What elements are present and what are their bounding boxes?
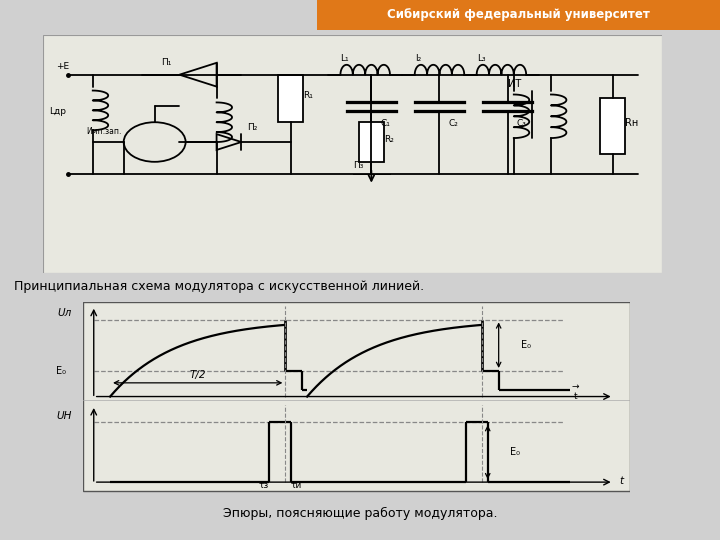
Text: Имп.зап.: Имп.зап.	[86, 127, 122, 136]
Text: R₂: R₂	[384, 135, 394, 144]
Text: τз: τз	[258, 481, 269, 490]
Text: П₁: П₁	[161, 58, 171, 67]
Bar	[279, 75, 303, 122]
Text: C₁: C₁	[381, 119, 390, 128]
Text: E₀: E₀	[521, 340, 531, 350]
Text: ИТ: ИТ	[508, 79, 521, 89]
Text: E₀: E₀	[56, 366, 66, 376]
Text: L₃: L₃	[477, 54, 485, 63]
Text: Принципиальная схема модулятора с искусственной линией.: Принципиальная схема модулятора с искусс…	[14, 280, 425, 293]
Text: +Е: +Е	[55, 62, 68, 71]
Text: E₀: E₀	[510, 447, 520, 457]
Text: T/2: T/2	[189, 370, 206, 380]
Text: П₃: П₃	[353, 161, 363, 170]
Text: R₁: R₁	[303, 91, 313, 100]
Text: Lдр: Lдр	[50, 107, 66, 116]
Text: →
t: → t	[572, 382, 579, 401]
Text: Uл: Uл	[58, 308, 72, 318]
Text: L₁: L₁	[341, 54, 349, 63]
Text: C₃: C₃	[517, 119, 527, 128]
Bar	[600, 98, 625, 154]
Text: П₂: П₂	[248, 123, 258, 132]
Text: Эпюры, поясняющие работу модулятора.: Эпюры, поясняющие работу модулятора.	[222, 507, 498, 519]
Text: t: t	[619, 476, 624, 486]
Text: Сибирский федеральный университет: Сибирский федеральный университет	[387, 8, 650, 22]
Text: Rн: Rн	[625, 118, 639, 128]
Text: C₂: C₂	[449, 119, 459, 128]
Text: UН: UН	[56, 410, 72, 421]
Text: τи: τи	[291, 481, 302, 490]
FancyBboxPatch shape	[317, 0, 720, 30]
Text: l₂: l₂	[415, 54, 421, 63]
Bar	[359, 122, 384, 162]
